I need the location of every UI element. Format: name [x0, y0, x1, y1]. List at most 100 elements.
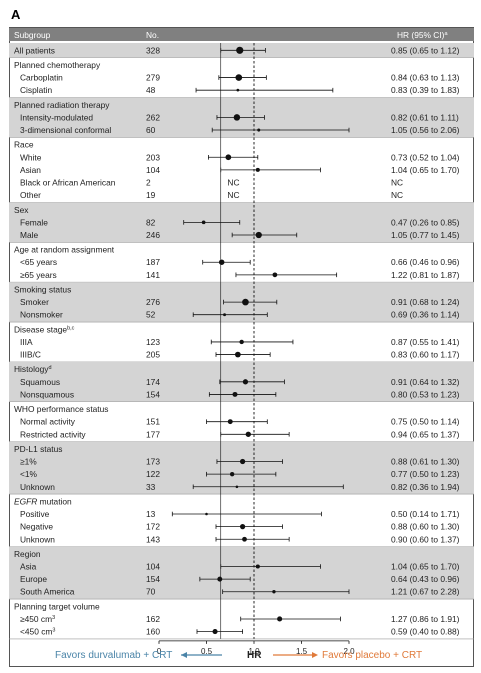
row-hr-ci: 1.27 (0.86 to 1.91)	[391, 614, 460, 624]
arrow-right-head	[312, 652, 318, 658]
row-label: Intensity-modulated	[20, 112, 93, 122]
row-label: IIIA	[20, 337, 33, 347]
group-title: Region	[14, 549, 41, 559]
row-hr-ci: 0.82 (0.36 to 1.94)	[391, 482, 460, 492]
row-label-text: ≥65 years	[20, 270, 57, 280]
group-title: Smoking status	[14, 284, 71, 294]
row-backgrounds	[9, 43, 474, 640]
row-count: 151	[146, 417, 160, 427]
x-axis: 0 0.5 1.0 1.5 2.0	[157, 640, 355, 656]
hr-point	[239, 524, 246, 530]
row-label-text: Smoker	[20, 297, 49, 307]
row-count: 141	[146, 270, 160, 280]
row-hr-ci: 0.82 (0.61 to 1.11)	[391, 112, 459, 122]
row-label: Europe	[20, 574, 47, 584]
row-count: 143	[146, 534, 160, 544]
group-title-text: Planned radiation therapy	[14, 100, 110, 110]
row-count: 122	[146, 469, 160, 479]
hr-point	[277, 616, 283, 622]
row-label: ≥450 cm3	[20, 614, 55, 624]
hr-point	[255, 167, 260, 172]
group-title: EGFR mutation	[14, 496, 72, 506]
row-label: ≥1%	[20, 457, 37, 467]
row-label-text: IIIA	[20, 337, 33, 347]
favor-right-label: Favors placebo + CRT	[322, 650, 422, 661]
row-label-text: ≥450 cm	[20, 614, 52, 624]
row-hr-ci: 0.88 (0.61 to 1.30)	[391, 457, 460, 467]
hr-point	[245, 431, 251, 437]
hr-point	[201, 220, 206, 225]
row-count: 205	[146, 350, 160, 360]
group-title-sup: d	[48, 365, 51, 371]
row-label: Asia	[20, 561, 37, 571]
group-title-text: Planning target volume	[14, 601, 100, 611]
row-label: Unknown	[20, 534, 55, 544]
row-label: ≥65 years	[20, 270, 57, 280]
row-label-text: Squamous	[20, 377, 60, 387]
group-title-text: EGFR	[14, 496, 37, 506]
row-hr-ci: 0.91 (0.68 to 1.24)	[391, 297, 460, 307]
row-hr-ci: 0.59 (0.40 to 0.88)	[391, 627, 460, 637]
row-hr-ci: 0.66 (0.46 to 0.96)	[391, 257, 460, 267]
row-label: South America	[20, 587, 75, 597]
row-count: 123	[146, 337, 160, 347]
row-count: 154	[146, 574, 160, 584]
group-title-text: Sex	[14, 205, 29, 215]
hr-point	[223, 313, 226, 317]
group-title-text: PD-L1 status	[14, 444, 62, 454]
x-tick-label: 0	[157, 647, 162, 656]
row-count: 104	[146, 165, 160, 175]
row-label-text: Unknown	[20, 534, 55, 544]
group-title: PD-L1 status	[14, 444, 62, 454]
group-title-text: Smoking status	[14, 284, 71, 294]
row-label: Male	[20, 230, 38, 240]
hr-point	[227, 419, 233, 425]
row-label-text: South America	[20, 587, 75, 597]
row-hr-ci: 0.50 (0.14 to 1.71)	[391, 509, 460, 519]
group-title: Race	[14, 140, 34, 150]
row-label-text: Asian	[20, 165, 41, 175]
row-label: Restricted activity	[20, 429, 86, 439]
row-count: 187	[146, 257, 160, 267]
hr-point	[212, 629, 218, 635]
row-hr-ci: 0.83 (0.39 to 1.83)	[391, 85, 460, 95]
group-shading	[9, 441, 474, 495]
favor-left-label: Favors durvalumab + CRT	[55, 650, 172, 661]
row-hr-ci: 0.80 (0.53 to 1.23)	[391, 389, 460, 399]
not-calculable: NC	[227, 190, 239, 200]
hr-point	[236, 46, 244, 54]
row-label-text: White	[20, 152, 42, 162]
row-hr-ci: 0.85 (0.65 to 1.12)	[391, 45, 460, 55]
row-count: 328	[146, 45, 160, 55]
row-count: 162	[146, 614, 160, 624]
row-label-text: Negative	[20, 522, 53, 532]
group-title-text: Region	[14, 549, 41, 559]
row-hr-ci: 1.04 (0.65 to 1.70)	[391, 561, 460, 571]
row-label-text: Positive	[20, 509, 50, 519]
group-title-sup: b,c	[67, 325, 75, 331]
hr-point	[242, 298, 249, 306]
hr-point	[229, 471, 235, 477]
row-count: 70	[146, 587, 156, 597]
header-subgroup: Subgroup	[14, 30, 51, 40]
row-count: 2	[146, 178, 151, 188]
hr-point	[239, 339, 244, 345]
row-label: All patients	[14, 45, 55, 55]
row-label: Nonsmoker	[20, 310, 63, 320]
row-label-text: ≥1%	[20, 457, 37, 467]
row-label: <450 cm3	[20, 627, 55, 637]
row-count: 279	[146, 73, 160, 83]
header-no: No.	[146, 30, 159, 40]
row-hr-ci: 0.90 (0.60 to 1.37)	[391, 534, 460, 544]
row-hr-ci: NC	[391, 190, 403, 200]
group-title-text: WHO performance status	[14, 404, 108, 414]
row-label-text: Female	[20, 217, 48, 227]
row-hr-ci: 0.73 (0.52 to 1.04)	[391, 152, 460, 162]
hr-point	[218, 259, 225, 265]
row-label: Negative	[20, 522, 53, 532]
hr-point	[239, 458, 246, 465]
hr-point	[255, 564, 260, 569]
row-hr-ci: NC	[391, 178, 403, 188]
row-count: 33	[146, 482, 156, 492]
group-title-rest: mutation	[37, 496, 72, 506]
